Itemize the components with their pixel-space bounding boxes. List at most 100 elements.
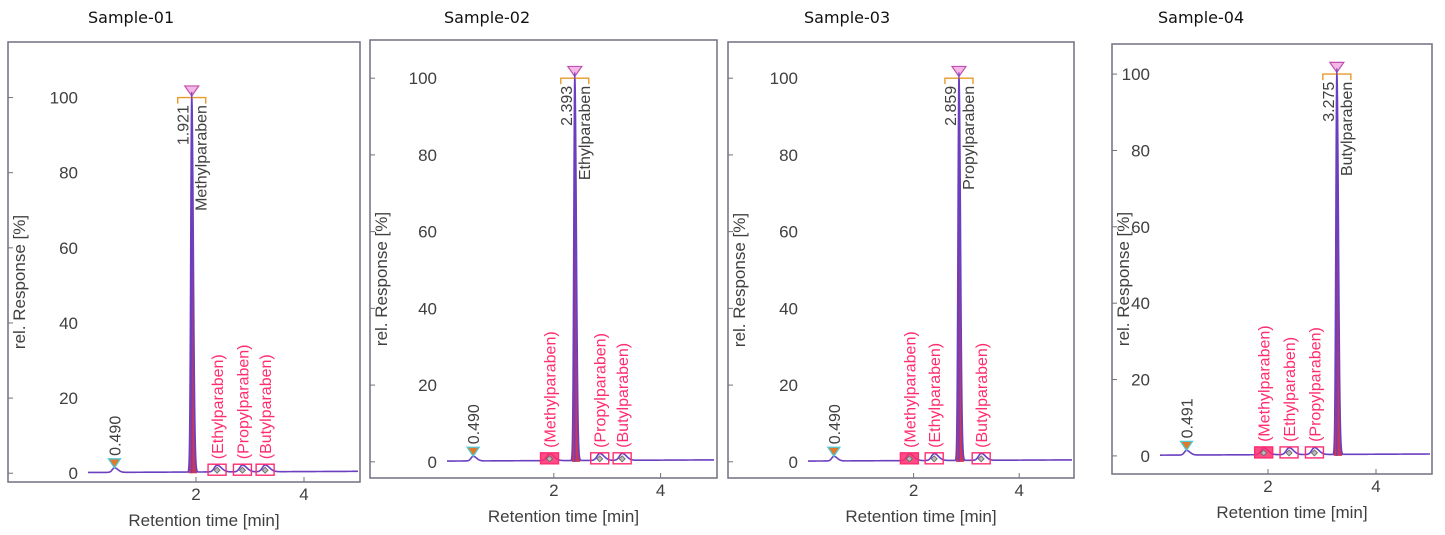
x-tick-label: 2 (549, 481, 558, 500)
y-tick-label: 100 (409, 69, 437, 88)
y-tick-label: 20 (418, 376, 437, 395)
x-tick-label: 4 (1371, 477, 1380, 496)
expected-peak-label: (Butylparaben) (258, 354, 275, 459)
y-tick-label: 20 (59, 389, 78, 408)
y-tick-label: 60 (779, 223, 798, 242)
y-tick-label: 60 (1131, 218, 1150, 237)
expected-peak-marker (1310, 449, 1319, 457)
expected-peak-marker (618, 455, 626, 463)
expected-peak-box (232, 463, 253, 476)
expected-peak-marker (238, 466, 247, 474)
void-time-label: 0.490 (466, 404, 483, 444)
peak-rt-label: 3.275 (1321, 82, 1338, 122)
y-tick-label: 0 (428, 453, 437, 472)
void-time-label: 0.491 (1180, 398, 1197, 438)
y-tick-label: 80 (1131, 141, 1150, 160)
y-tick-label: 40 (1131, 294, 1150, 313)
x-tick-label: 4 (1014, 481, 1023, 500)
y-tick-label: 40 (779, 299, 798, 318)
y-tick-label: 80 (59, 164, 78, 183)
expected-peak-box (612, 452, 632, 465)
x-axis-label: Retention time [min] (488, 507, 639, 526)
plot-frame (369, 39, 718, 479)
x-tick-label: 2 (1263, 477, 1272, 496)
expected-peak-label: (Ethylparaben) (210, 354, 227, 459)
panel-title: Sample-04 (1158, 8, 1245, 27)
chromatogram-trace (1159, 72, 1430, 456)
panel-sample-03: Sample-03 0 20 40 60 80 100 2 4 Retention time [… (722, 0, 1080, 535)
expected-peak-label: (Propylparaben) (1307, 327, 1324, 442)
expected-peak-box (590, 452, 610, 465)
y-tick-label: 0 (1141, 447, 1150, 466)
expected-peak-marker (213, 466, 221, 474)
x-axis-label: Retention time [min] (1216, 503, 1367, 522)
panel-sample-01: Sample-01 0 20 40 60 80 100 2 4 Retention time [… (0, 0, 362, 535)
y-tick-label: 80 (418, 146, 437, 165)
expected-peak-box (1279, 446, 1299, 459)
chromatogram-trace (88, 96, 358, 474)
expected-peak-marker (545, 455, 554, 463)
y-tick-label: 20 (1131, 371, 1150, 390)
chromatogram-trace (808, 77, 1072, 462)
chromatogram-plot: 0 20 40 60 80 100 2 4 Retention time [min] rel. R… (727, 41, 1075, 526)
panel-sample-02: Sample-02 0 20 40 60 80 100 2 4 Retention time [… (362, 0, 722, 535)
x-axis-label: Retention time [min] (128, 511, 279, 530)
peak-name-label: Propylparaben (961, 86, 978, 190)
y-tick-label: 100 (1122, 65, 1150, 84)
y-axis-label: rel. Response [%] (1114, 212, 1133, 346)
panel-title: Sample-01 (88, 8, 175, 27)
y-tick-label: 60 (418, 223, 437, 242)
chromatogram-trace (447, 76, 714, 462)
expected-peak-label: (Butylparaben) (615, 343, 632, 448)
void-marker (1179, 440, 1194, 452)
panel-title: Sample-02 (444, 8, 531, 27)
y-tick-label: 0 (789, 453, 798, 472)
plot-frame (7, 41, 361, 483)
expected-peak-marker (930, 455, 938, 463)
peak-name-label: Ethylparaben (577, 86, 594, 180)
panel-sample-04: Sample-04 0 20 40 60 80 100 2 4 Retention time [… (1080, 0, 1445, 535)
x-axis-label: Retention time [min] (845, 507, 996, 526)
apex-marker (1328, 61, 1346, 74)
expected-peak-marker (596, 455, 604, 463)
peak-name-label: Methylparaben (194, 105, 211, 211)
void-marker (465, 446, 481, 458)
expected-peak-label: (Ethylparaben) (927, 343, 944, 448)
apex-marker (566, 65, 583, 78)
peak-name-label: Butylparaben (1339, 82, 1356, 176)
expected-peak-label: (Ethylparaben) (1282, 337, 1299, 442)
plot-frame (1111, 43, 1433, 475)
expected-peak-label: (Butylparaben) (974, 343, 991, 448)
expected-peak-label: (Methylparaben) (1257, 325, 1274, 442)
expected-peak-marker (1260, 449, 1268, 457)
x-tick-label: 4 (299, 485, 308, 504)
expected-peak-box (971, 452, 991, 465)
x-tick-label: 2 (909, 481, 918, 500)
plot-frame (727, 41, 1075, 479)
expected-peak-label: (Methylparaben) (902, 331, 919, 448)
expected-peak-box (255, 463, 275, 476)
expected-peak-label: (Propylparaben) (593, 333, 610, 448)
y-axis-label: rel. Response [%] (730, 213, 749, 347)
panel-title: Sample-03 (804, 8, 891, 27)
expected-peak-marker (977, 455, 985, 463)
y-tick-label: 20 (779, 376, 798, 395)
y-tick-label: 60 (59, 239, 78, 258)
expected-peak-box (1304, 446, 1325, 459)
expected-peak-label: (Methylparaben) (543, 331, 560, 448)
expected-peak-marker (1285, 449, 1293, 457)
y-tick-label: 40 (418, 299, 437, 318)
void-marker (107, 458, 122, 469)
y-tick-label: 100 (770, 69, 798, 88)
y-tick-label: 100 (50, 89, 78, 108)
expected-peak-box (924, 452, 944, 465)
expected-peak-label: (Propylparaben) (235, 344, 252, 459)
expected-peak-marker (905, 455, 913, 463)
y-tick-label: 80 (779, 146, 798, 165)
peak-rt-label: 1.921 (176, 105, 193, 145)
expected-peak-box (207, 463, 227, 476)
void-marker (826, 446, 842, 458)
